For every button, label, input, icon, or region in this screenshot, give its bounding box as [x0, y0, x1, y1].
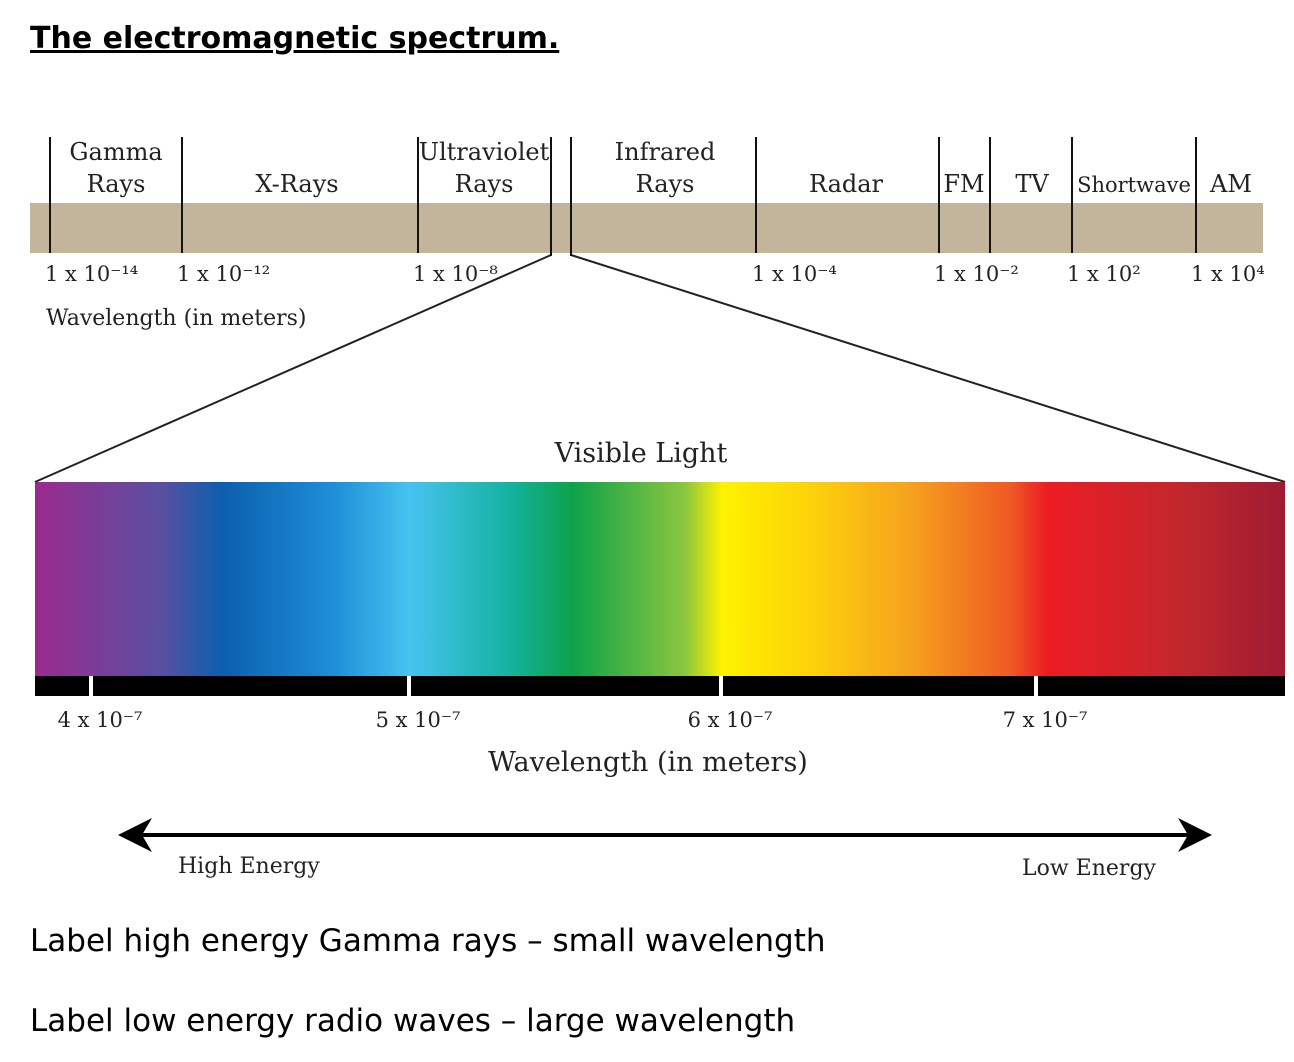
- note: Label low energy radio waves – large wav…: [30, 1003, 795, 1039]
- visible-title: Visible Light: [554, 438, 728, 469]
- arrow-head: [1178, 818, 1212, 852]
- band-label: Radar: [809, 170, 884, 198]
- band-label: TV: [1015, 170, 1049, 198]
- spectrum-band: [30, 203, 1263, 253]
- band-label: FM: [943, 170, 984, 198]
- high-energy: High Energy: [178, 854, 320, 879]
- note: Label high energy Gamma rays – small wav…: [30, 923, 826, 959]
- wavelength-tick: 1 x 10⁻¹⁴: [45, 262, 138, 286]
- wavelength-tick: 1 x 10⁴: [1191, 262, 1265, 286]
- scale-tick: [89, 676, 93, 696]
- band-label: X-Rays: [255, 170, 338, 198]
- scale-tick: [407, 676, 411, 696]
- title: The electromagnetic spectrum.: [30, 21, 559, 56]
- visible-spectrum: [35, 482, 1285, 676]
- wavelength-tick: 1 x 10⁻⁴: [752, 262, 837, 286]
- scale-tick: [1034, 676, 1038, 696]
- scale-tick: [719, 676, 723, 696]
- band-label: Infrared: [615, 138, 716, 166]
- band-label: Ultraviolet: [419, 138, 550, 166]
- visible-tick: 5 x 10⁻⁷: [376, 708, 461, 732]
- band-label: AM: [1209, 170, 1252, 198]
- visible-tick: 7 x 10⁻⁷: [1003, 708, 1088, 732]
- band-label: Shortwave: [1077, 173, 1191, 197]
- low-energy: Low Energy: [1022, 856, 1157, 881]
- wavelength-tick: 1 x 10⁻²: [934, 262, 1019, 286]
- band-label: Rays: [455, 170, 514, 198]
- wavelength-tick: 1 x 10²: [1067, 262, 1141, 286]
- arrow-head: [118, 818, 152, 852]
- visible-axis-label: Wavelength (in meters): [488, 747, 808, 778]
- visible-tick: 4 x 10⁻⁷: [58, 708, 143, 732]
- band-label: Rays: [636, 170, 695, 198]
- zoom-line: [34, 254, 552, 483]
- zoom-line: [570, 254, 1286, 483]
- wavelength-label: Wavelength (in meters): [46, 306, 307, 331]
- band-label: Rays: [87, 170, 146, 198]
- wavelength-tick: 1 x 10⁻¹²: [177, 262, 270, 286]
- band-label: Gamma: [69, 138, 162, 166]
- visible-scale: [35, 676, 1285, 696]
- wavelength-tick: 1 x 10⁻⁸: [413, 262, 498, 286]
- visible-tick: 6 x 10⁻⁷: [688, 708, 773, 732]
